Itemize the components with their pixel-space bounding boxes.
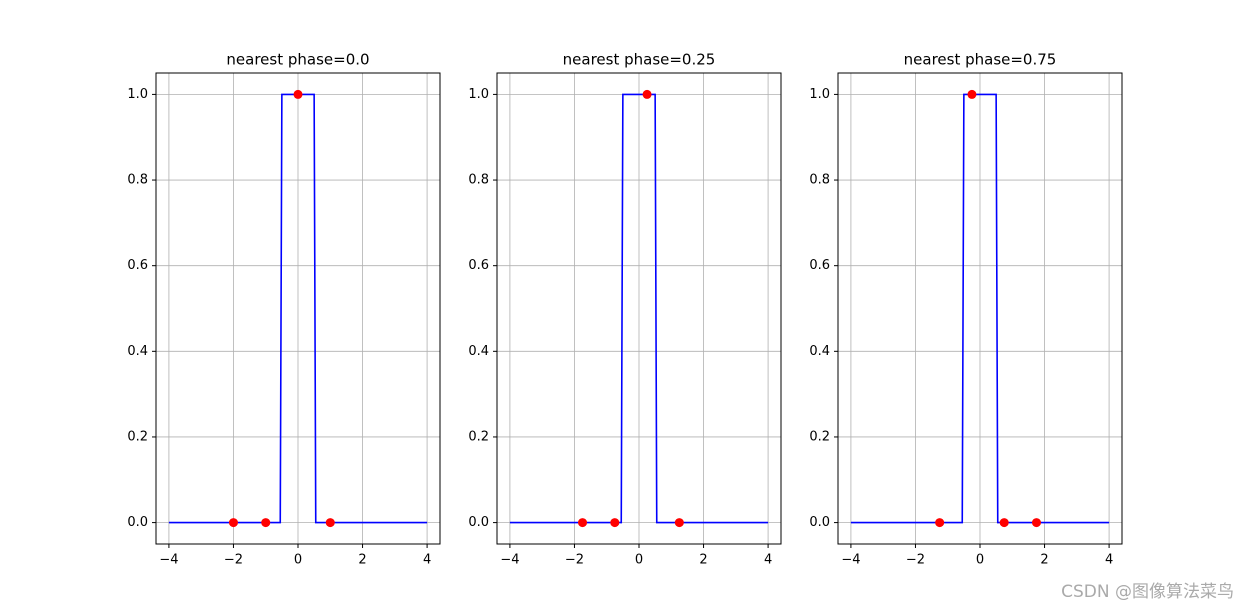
point: [999, 518, 1009, 528]
x-tick-label: 0: [294, 553, 302, 568]
y-tick-label: 0.6: [468, 258, 489, 273]
y-tick-label: 0.6: [127, 258, 148, 273]
y-tick-label: 0.8: [809, 173, 830, 188]
x-tick-label: 4: [1105, 553, 1113, 568]
point: [935, 518, 945, 528]
y-tick-label: 0.0: [127, 515, 148, 530]
y-tick-label: 0.2: [127, 429, 148, 444]
x-tick-label: 2: [358, 553, 366, 568]
x-tick-label: 4: [764, 553, 772, 568]
point: [325, 518, 335, 528]
x-tick-label: 2: [1040, 553, 1048, 568]
y-tick-label: 0.8: [127, 173, 148, 188]
y-tick-label: 1.0: [809, 87, 830, 102]
plot-frame: [837, 72, 1123, 545]
y-tick-label: 0.4: [127, 344, 148, 359]
point: [1031, 518, 1041, 528]
y-tick-label: 1.0: [468, 87, 489, 102]
point: [293, 89, 303, 99]
chart-title: nearest phase=0.75: [904, 51, 1057, 69]
x-tick-label: 2: [699, 553, 707, 568]
y-tick-label: 0.6: [809, 258, 830, 273]
point: [578, 518, 588, 528]
point: [674, 518, 684, 528]
point: [228, 518, 238, 528]
plot-frame: [155, 72, 441, 545]
x-tick-label: −2: [906, 553, 925, 568]
y-tick-label: 0.0: [809, 515, 830, 530]
y-tick-label: 0.2: [809, 429, 830, 444]
point: [261, 518, 271, 528]
point: [610, 518, 620, 528]
x-tick-label: −2: [565, 553, 584, 568]
chart-title: nearest phase=0.25: [563, 51, 716, 69]
y-tick-label: 0.8: [468, 173, 489, 188]
y-tick-label: 0.4: [809, 344, 830, 359]
y-tick-label: 0.2: [468, 429, 489, 444]
point: [967, 89, 977, 99]
x-tick-label: 4: [423, 553, 431, 568]
chart-title: nearest phase=0.0: [226, 51, 369, 69]
point: [642, 89, 652, 99]
x-tick-label: −4: [500, 553, 519, 568]
y-tick-label: 0.0: [468, 515, 489, 530]
y-tick-label: 1.0: [127, 87, 148, 102]
x-tick-label: −4: [841, 553, 860, 568]
x-tick-label: −4: [159, 553, 178, 568]
x-tick-label: 0: [976, 553, 984, 568]
plot-frame: [496, 72, 782, 545]
x-tick-label: 0: [635, 553, 643, 568]
watermark: CSDN @图像算法菜鸟: [1061, 582, 1234, 602]
x-tick-label: −2: [224, 553, 243, 568]
y-tick-label: 0.4: [468, 344, 489, 359]
